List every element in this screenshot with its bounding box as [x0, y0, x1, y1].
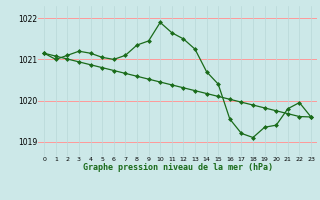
- X-axis label: Graphe pression niveau de la mer (hPa): Graphe pression niveau de la mer (hPa): [83, 163, 273, 172]
